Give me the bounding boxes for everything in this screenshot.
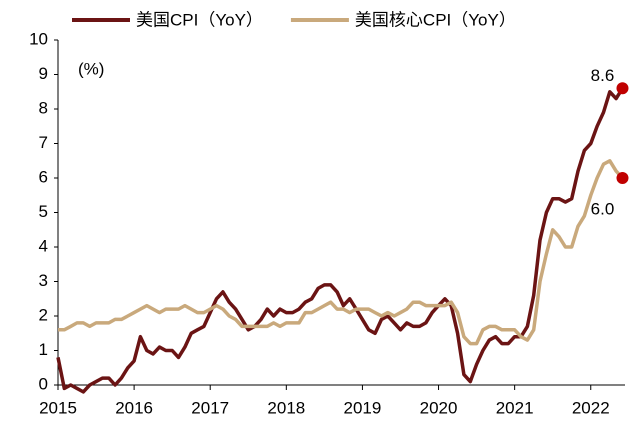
y-tick-label: 9: [39, 64, 48, 83]
end-marker: [616, 172, 629, 184]
y-tick-label: 10: [29, 29, 48, 48]
x-tick-label: 2019: [344, 398, 382, 417]
y-tick-label: 5: [39, 202, 48, 221]
y-tick-label: 1: [39, 340, 48, 359]
annotation: 6.0: [591, 199, 615, 218]
y-tick-label: 4: [39, 236, 48, 255]
end-marker: [616, 82, 629, 95]
x-tick-label: 2020: [420, 398, 458, 417]
y-tick-label: 0: [39, 374, 48, 393]
x-tick-label: 2016: [115, 398, 153, 417]
x-tick-label: 2015: [39, 398, 77, 417]
series-line: [56, 87, 624, 394]
y-axis-unit: (%): [78, 59, 104, 78]
legend-label: 美国核心CPI（YoY）: [355, 10, 516, 29]
y-tick-label: 3: [39, 271, 48, 290]
x-tick-label: 2021: [496, 398, 534, 417]
y-tick-label: 6: [39, 167, 48, 186]
series-line: [58, 159, 624, 346]
x-tick-label: 2018: [267, 398, 305, 417]
x-tick-label: 2017: [191, 398, 229, 417]
y-tick-label: 7: [39, 133, 48, 152]
y-tick-label: 2: [39, 305, 48, 324]
annotation: 8.6: [591, 66, 615, 85]
x-tick-label: 2022: [572, 398, 610, 417]
legend-label: 美国CPI（YoY）: [136, 10, 263, 29]
y-tick-label: 8: [39, 98, 48, 117]
